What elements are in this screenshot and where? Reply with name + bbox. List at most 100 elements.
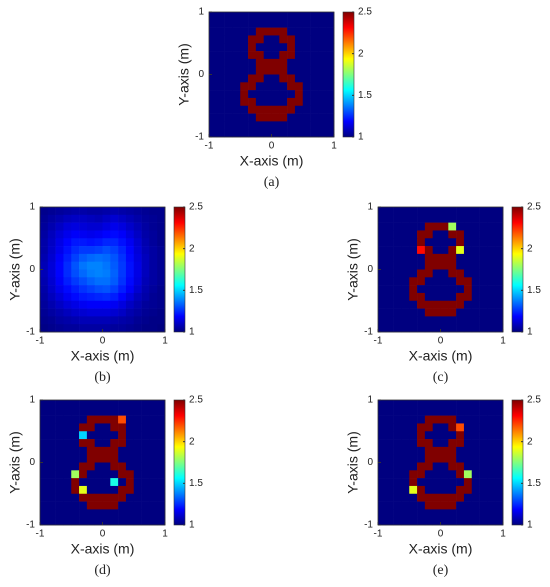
heatmap-cell — [71, 277, 80, 286]
heatmap-cell — [440, 485, 449, 495]
heatmap-cell — [385, 324, 394, 333]
heatmap-cell — [141, 253, 150, 262]
heatmap-cell — [110, 261, 119, 270]
heatmap-cell — [463, 300, 473, 309]
colorbar — [173, 399, 186, 526]
heatmap-cell — [271, 129, 280, 138]
heatmap-cell — [279, 43, 288, 52]
heatmap-cell — [125, 207, 135, 216]
heatmap-cell — [118, 454, 127, 463]
heatmap-cell — [440, 509, 449, 518]
heatmap-cell — [157, 407, 166, 416]
heatmap-cell — [63, 222, 72, 231]
y-tick-label: 1 — [367, 202, 373, 213]
heatmap-cell — [378, 207, 387, 216]
heatmap-cell — [471, 285, 480, 294]
heatmap-cell — [149, 431, 158, 440]
heatmap-cell — [456, 509, 465, 518]
heatmap-cell — [424, 324, 433, 333]
heatmap-cell — [440, 415, 449, 424]
heatmap-cell — [63, 285, 72, 294]
heatmap-cell — [40, 493, 49, 502]
heatmap-cell — [448, 316, 457, 325]
heatmap-cell — [463, 493, 473, 502]
heatmap-cell — [409, 431, 418, 440]
heatmap-cell — [94, 300, 103, 309]
heatmap-cell — [456, 470, 465, 479]
heatmap-cell — [487, 214, 496, 223]
heatmap-cell — [209, 19, 218, 28]
heatmap-cell — [393, 485, 402, 495]
heatmap-cell — [47, 207, 56, 216]
heatmap-cell — [432, 470, 441, 479]
heatmap-cell — [102, 214, 111, 223]
heatmap-cell — [479, 292, 488, 302]
heatmap-cell — [232, 12, 241, 21]
heatmap-cell — [432, 238, 441, 247]
heatmap-cell — [133, 238, 142, 247]
x-tick-label: -1 — [374, 336, 383, 347]
heatmap-cell — [102, 207, 111, 216]
heatmap-cell — [157, 300, 166, 309]
heatmap-cell — [417, 300, 426, 309]
heatmap-cell — [393, 407, 402, 416]
x-axis-label: X-axis (m) — [409, 348, 473, 364]
heatmap-cell — [224, 27, 233, 36]
caption: (d) — [94, 563, 111, 578]
heatmap-cell — [71, 407, 80, 416]
heatmap-cell — [495, 454, 504, 463]
heatmap-cell — [393, 300, 402, 309]
heatmap-cell — [63, 253, 72, 262]
heatmap-cell — [302, 43, 311, 52]
heatmap-cell — [487, 462, 496, 471]
heatmap-cell — [448, 407, 457, 416]
colorbar-tick-label: 1.5 — [189, 478, 203, 489]
heatmap-cell — [157, 446, 166, 455]
heatmap-cell — [393, 324, 402, 333]
heatmap-cell — [63, 501, 72, 510]
heatmap-cell — [432, 277, 441, 286]
y-tick-label: -1 — [26, 327, 35, 338]
heatmap-cell — [385, 400, 394, 409]
heatmap-cell — [401, 517, 410, 526]
heatmap-cell — [424, 300, 433, 309]
x-tick-label: 1 — [500, 336, 506, 347]
heatmap-cell — [487, 253, 496, 262]
heatmap-cell — [47, 316, 56, 325]
heatmap-cell — [47, 238, 56, 247]
heatmap-cell — [248, 66, 257, 75]
heatmap-cell — [102, 431, 111, 440]
heatmap-cell — [40, 207, 49, 216]
heatmap-cell — [385, 222, 394, 231]
heatmap-cell — [263, 113, 272, 122]
heatmap-cell — [401, 261, 410, 270]
heatmap-cell — [448, 501, 457, 510]
heatmap-cell — [417, 261, 426, 270]
heatmap-cell — [47, 454, 56, 463]
heatmap-cell — [479, 214, 488, 223]
heatmap-cell — [86, 439, 95, 448]
heatmap-cell — [326, 74, 335, 83]
heatmap-cell — [385, 308, 394, 317]
heatmap-cell — [125, 214, 135, 223]
heatmap-cell — [141, 230, 150, 239]
heatmap-cell — [409, 400, 418, 409]
heatmap-cell — [385, 431, 394, 440]
heatmap-cell — [463, 407, 473, 416]
heatmap-cell — [294, 12, 304, 21]
heatmap-cell — [487, 423, 496, 432]
heatmap-cell — [149, 246, 158, 255]
heatmap-cell — [216, 43, 225, 52]
heatmap-cell — [232, 66, 241, 75]
heatmap-cell — [271, 97, 280, 107]
heatmap-cell — [409, 454, 418, 463]
heatmap-cell — [479, 261, 488, 270]
heatmap-cell — [125, 493, 135, 502]
heatmap-cell — [318, 74, 327, 83]
heatmap-cell — [302, 35, 311, 44]
heatmap-cell — [40, 238, 49, 247]
heatmap-cell — [141, 300, 150, 309]
heatmap-cell — [55, 277, 64, 286]
heatmap-cell — [456, 292, 465, 302]
heatmap-cell — [102, 517, 111, 526]
